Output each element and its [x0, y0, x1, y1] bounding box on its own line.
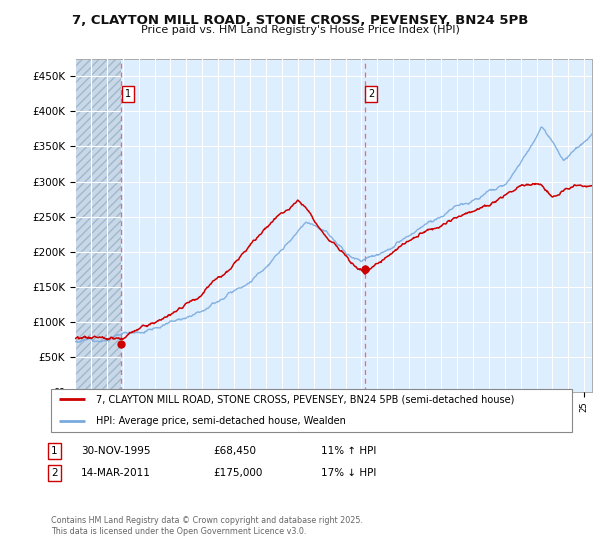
- Text: 2: 2: [368, 90, 374, 99]
- Text: 17% ↓ HPI: 17% ↓ HPI: [321, 468, 376, 478]
- Text: 7, CLAYTON MILL ROAD, STONE CROSS, PEVENSEY, BN24 5PB: 7, CLAYTON MILL ROAD, STONE CROSS, PEVEN…: [72, 14, 528, 27]
- Text: 7, CLAYTON MILL ROAD, STONE CROSS, PEVENSEY, BN24 5PB (semi-detached house): 7, CLAYTON MILL ROAD, STONE CROSS, PEVEN…: [95, 394, 514, 404]
- Text: 11% ↑ HPI: 11% ↑ HPI: [321, 446, 376, 456]
- Text: 30-NOV-1995: 30-NOV-1995: [81, 446, 151, 456]
- Text: 1: 1: [125, 90, 131, 99]
- Text: Contains HM Land Registry data © Crown copyright and database right 2025.
This d: Contains HM Land Registry data © Crown c…: [51, 516, 363, 536]
- Text: 2: 2: [51, 468, 58, 478]
- Text: 14-MAR-2011: 14-MAR-2011: [81, 468, 151, 478]
- Text: HPI: Average price, semi-detached house, Wealden: HPI: Average price, semi-detached house,…: [95, 416, 346, 426]
- Text: Price paid vs. HM Land Registry's House Price Index (HPI): Price paid vs. HM Land Registry's House …: [140, 25, 460, 35]
- Text: 1: 1: [51, 446, 58, 456]
- Text: £68,450: £68,450: [213, 446, 256, 456]
- Bar: [75, 59, 121, 392]
- FancyBboxPatch shape: [50, 389, 572, 432]
- Text: £175,000: £175,000: [213, 468, 262, 478]
